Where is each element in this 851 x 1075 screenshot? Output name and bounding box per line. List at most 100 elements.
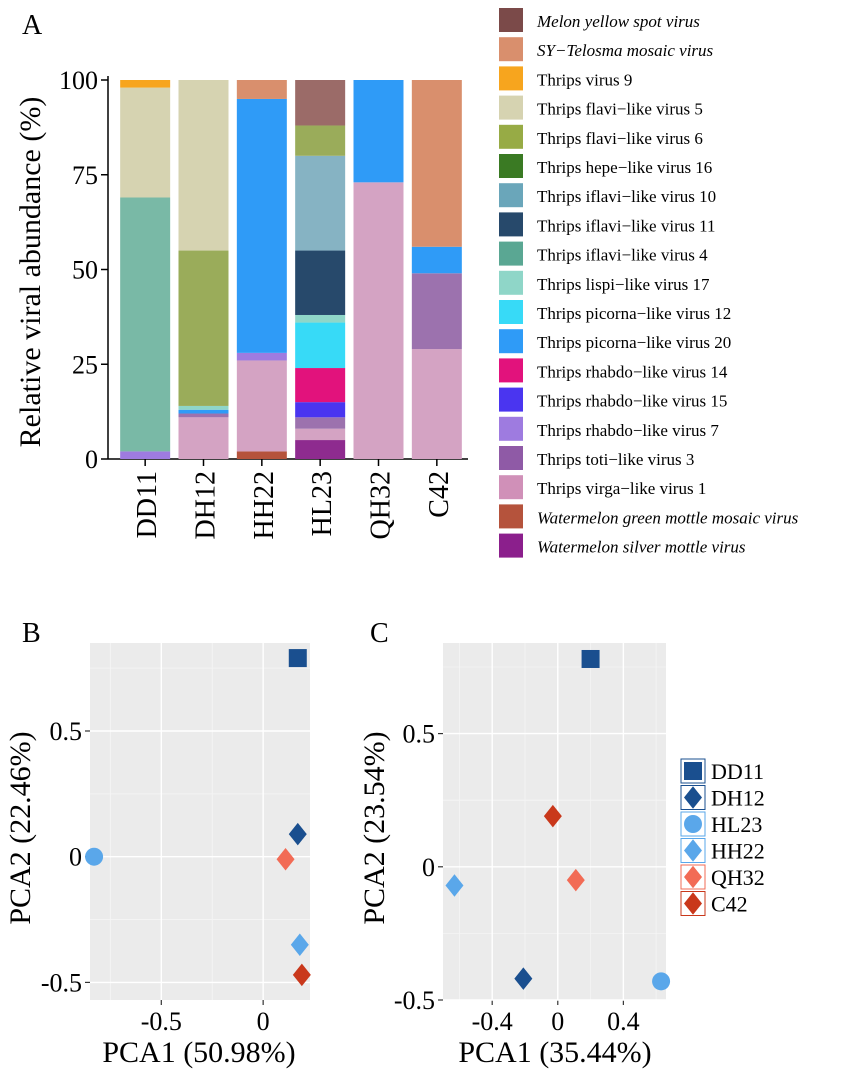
panel-c: C -0.4 0 0.4 -0.5 0 0.5 PCA1 (35.44%) PCA2 (2… — [358, 618, 671, 1069]
point-hl23 — [85, 847, 104, 866]
legend-swatch-melon-yellow-spot-virus — [499, 8, 523, 32]
legend-swatch-thrips-picorna-like-virus-20 — [499, 329, 523, 354]
legend-label-thrips-virga-like-virus-1: Thrips virga−like virus 1 — [537, 479, 706, 498]
bar-segment-hl23-thrips-picorna-like-virus-12 — [295, 322, 346, 369]
legend-label-thrips-lispi-like-virus-17: Thrips lispi−like virus 17 — [537, 275, 710, 294]
pca-legend-label-hh22: HH22 — [711, 839, 765, 864]
bar-segment-qh32-thrips-virga-like-virus-1 — [353, 182, 404, 459]
legend-label-watermelon-green-mottle-mosaic-virus: Watermelon green mottle mosaic virus — [537, 508, 799, 527]
panel-a-y-axis-title: Relative viral abundance (%) — [14, 97, 47, 448]
y-tick-label: 0 — [69, 843, 82, 872]
legend-label-thrips-iflavi-like-virus-4: Thrips iflavi−like virus 4 — [537, 246, 708, 265]
legend-label-thrips-virus-9: Thrips virus 9 — [537, 70, 632, 89]
panel-a-y-tick-label: 100 — [59, 66, 98, 95]
x-tick-label: -0.5 — [141, 1007, 182, 1036]
legend-label-sy-telosma-mosaic-virus: SY−Telosma mosaic virus — [537, 41, 714, 60]
bar-segment-hh22-watermelon-green-mottle-mosaic-virus — [236, 451, 287, 459]
pca-legend-key-box — [680, 891, 706, 916]
legend-label-thrips-rhabdo-like-virus-15: Thrips rhabdo−like virus 15 — [537, 392, 727, 411]
panel-a-y-tick-label: 25 — [72, 350, 98, 379]
bar-segment-hl23-melon-yellow-spot-virus — [295, 80, 346, 126]
point-dd11 — [581, 649, 600, 668]
point-hh22 — [445, 874, 464, 897]
pca-legend-key-box — [680, 838, 706, 863]
bar-segment-hh22-thrips-rhabdo-like-virus-7 — [236, 352, 287, 361]
bar-segment-hh22-sy-telosma-mosaic-virus — [236, 80, 287, 99]
point-hh22 — [290, 933, 309, 956]
bar-segment-hl23-thrips-flavi-like-virus-6 — [295, 125, 346, 156]
x-tick-label: 0 — [257, 1007, 270, 1036]
pca-legend-key-box — [680, 864, 706, 890]
legend-label-watermelon-silver-mottle-virus: Watermelon silver mottle virus — [537, 538, 746, 557]
point-qh32 — [566, 868, 585, 892]
legend-swatch-thrips-rhabdo-like-virus-14 — [499, 358, 523, 383]
category-label-qh32: QH32 — [366, 471, 397, 539]
category-label-dh12: DH12 — [191, 471, 222, 539]
panel-c-plot: -0.4 0 0.4 -0.5 0 0.5 — [394, 643, 671, 1036]
bar-segment-dd11-thrips-virus-9 — [120, 80, 171, 88]
point-dh12 — [514, 967, 533, 990]
category-label-hh22: HH22 — [249, 471, 280, 539]
point-c42 — [292, 963, 311, 987]
legend-swatch-thrips-toti-like-virus-3 — [499, 446, 523, 470]
category-label-hl23: HL23 — [307, 471, 338, 536]
legend-swatch-watermelon-green-mottle-mosaic-virus — [499, 504, 523, 529]
point-dd11 — [288, 649, 307, 668]
point-c42 — [543, 804, 562, 828]
pca-legend-key-box — [680, 811, 706, 837]
pca-legend-marker-c42 — [684, 892, 702, 915]
legend-label-thrips-picorna-like-virus-20: Thrips picorna−like virus 20 — [537, 333, 731, 352]
y-tick-label: 0.5 — [403, 720, 436, 749]
panel-a-y-tick-label: 75 — [72, 161, 98, 190]
x-tick-label: 0.4 — [607, 1007, 640, 1036]
pca-legend-marker-dd11 — [684, 762, 702, 780]
panel-label-c: C — [370, 618, 389, 649]
legend-swatch-thrips-picorna-like-virus-12 — [499, 300, 523, 324]
bar-segment-dd11-thrips-iflavi-like-virus-4 — [120, 197, 171, 452]
legend-swatch-thrips-lispi-like-virus-17 — [499, 270, 523, 295]
pca-legend-marker-dh12 — [684, 786, 702, 809]
legend-swatch-thrips-hepe-like-virus-16 — [499, 154, 523, 178]
pca-legend-marker-qh32 — [684, 865, 702, 889]
bar-segment-hl23-thrips-iflavi-like-virus-10 — [295, 155, 346, 251]
bar-segment-hl23-thrips-rhabdo-like-virus-14 — [295, 368, 346, 403]
panel-b-x-axis-title: PCA1 (50.98%) — [102, 1036, 295, 1069]
legend-label-thrips-hepe-like-virus-16: Thrips hepe−like virus 16 — [537, 158, 712, 177]
pca-legend-key-box — [680, 785, 706, 810]
legend-swatch-thrips-virus-9 — [499, 66, 523, 91]
panel-label-b: B — [22, 618, 41, 649]
panel-label-a: A — [22, 10, 43, 41]
bar-segment-c42-sy-telosma-mosaic-virus — [411, 80, 462, 247]
bar-segment-dh12-thrips-flavi-like-virus-5 — [178, 80, 229, 251]
bar-segment-c42-thrips-virga-like-virus-1 — [411, 349, 462, 459]
legend-swatch-thrips-iflavi-like-virus-4 — [499, 241, 523, 266]
panel-a-y-tick-label: 50 — [72, 256, 98, 285]
point-dh12 — [288, 822, 307, 846]
y-tick-label: -0.5 — [394, 986, 435, 1015]
bar-segment-hh22-thrips-virga-like-virus-1 — [236, 360, 287, 452]
pca-legend-key-box — [680, 758, 706, 784]
pca-legend-marker-hh22 — [684, 839, 702, 862]
legend-label-thrips-iflavi-like-virus-10: Thrips iflavi−like virus 10 — [537, 187, 716, 206]
legend-label-thrips-flavi-like-virus-5: Thrips flavi−like virus 5 — [537, 100, 703, 119]
point-hl23 — [652, 972, 671, 991]
legend-label-melon-yellow-spot-virus: Melon yellow spot virus — [536, 12, 700, 31]
legend-swatch-thrips-rhabdo-like-virus-7 — [499, 416, 523, 441]
panel-c-x-axis-title: PCA1 (35.44%) — [458, 1036, 651, 1069]
legend-label-thrips-toti-like-virus-3: Thrips toti−like virus 3 — [537, 450, 694, 469]
panel-b: B -0.5 0 -0.5 0 0.5 PCA1 (50.98%) PCA2 (22.4… — [4, 618, 311, 1069]
bar-segment-hl23-thrips-toti-like-virus-3 — [295, 417, 346, 429]
legend-swatch-thrips-rhabdo-like-virus-15 — [499, 387, 523, 412]
legend-swatch-thrips-flavi-like-virus-6 — [499, 124, 523, 149]
plot-background — [90, 643, 310, 1000]
panel-b-plot: -0.5 0 -0.5 0 0.5 — [41, 643, 311, 1036]
category-label-c42: C42 — [424, 471, 455, 518]
bar-segment-qh32-thrips-picorna-like-virus-20 — [353, 80, 404, 183]
legend-label-thrips-rhabdo-like-virus-7: Thrips rhabdo−like virus 7 — [537, 421, 719, 440]
bar-segment-dh12-thrips-picorna-like-virus-20 — [178, 409, 229, 414]
legend-swatch-thrips-flavi-like-virus-5 — [499, 95, 523, 120]
y-tick-label: -0.5 — [41, 968, 82, 997]
panel-a: A Relative viral abundance (%) 0 25 50 75 10… — [14, 8, 799, 558]
x-tick-label: -0.4 — [472, 1007, 513, 1036]
